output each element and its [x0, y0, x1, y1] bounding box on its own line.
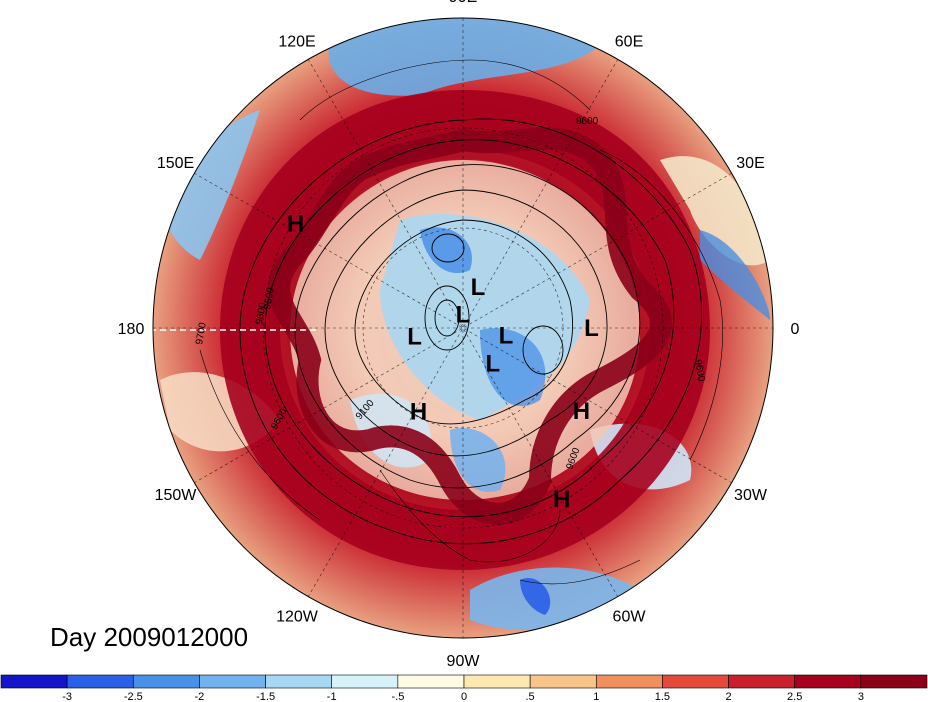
height-contours	[153, 118, 702, 545]
contour-label: 9600	[254, 301, 269, 325]
colorbar-tick-label: -2.5	[124, 691, 143, 702]
colorbar-swatch	[595, 674, 663, 689]
colorbar-tick-label: 3	[858, 691, 864, 702]
low-pressure-label: L	[471, 274, 486, 301]
colorbar-tick-label: 1	[593, 691, 599, 702]
colorbar-swatch	[662, 674, 729, 689]
colorbar: -3 -2.5 -2 -1.5 -1 -.5 0 .5 1 1.5 2 2.5 3	[0, 674, 928, 702]
contour-label: 9700	[194, 321, 209, 345]
colorbar-swatch	[132, 674, 200, 689]
longitude-label: 60E	[615, 34, 643, 51]
contour-label: 9600	[262, 286, 277, 310]
colorbar-swatch	[860, 674, 928, 689]
high-pressure-label: H	[553, 486, 570, 513]
map-disk	[153, 18, 773, 638]
colorbar-swatch	[728, 674, 796, 689]
colorbar-swatch	[0, 674, 68, 689]
colorbar-swatch	[331, 674, 399, 689]
colorbar-tick-label: -1	[327, 691, 337, 702]
colorbar-swatch	[66, 674, 134, 689]
contour-label: 9600	[576, 116, 599, 127]
longitude-labels: 90E 60E 30E 0 30W 60W 90W 120W 150W 180 150E 120E	[118, 0, 800, 670]
colorbar-tick-label: -3	[62, 691, 72, 702]
contour-label: 9600	[692, 359, 707, 383]
longitude-label: 90W	[447, 653, 481, 670]
colorbar-swatch	[529, 674, 597, 689]
low-pressure-label: L	[485, 351, 500, 378]
colorbar-swatch	[265, 674, 333, 689]
low-pressure-label: L	[456, 302, 471, 329]
graticule	[153, 18, 773, 638]
colorbar-tick-label: 1.5	[655, 691, 670, 702]
longitude-label: 150W	[155, 487, 198, 504]
date-label: Day 2009012000	[50, 622, 248, 652]
high-pressure-label: H	[573, 398, 590, 425]
colorbar-swatch	[199, 674, 266, 689]
longitude-label: 150E	[157, 155, 194, 172]
colorbar-tick-label: .5	[526, 691, 535, 702]
high-pressure-label: H	[287, 210, 304, 237]
longitude-label: 180	[118, 321, 145, 338]
colorbar-tick-label: 2	[726, 691, 732, 702]
colorbar-tick-label: -1.5	[256, 691, 275, 702]
longitude-label: 120E	[278, 34, 315, 51]
low-pressure-label: L	[584, 315, 599, 342]
colorbar-tick-label: -2	[195, 691, 205, 702]
map-border	[152, 17, 774, 639]
longitude-label: 120W	[276, 609, 319, 626]
colorbar-swatch	[463, 674, 531, 689]
low-pressure-label: L	[499, 323, 514, 350]
longitude-label: 0	[791, 321, 800, 338]
colorbar-tick-label: -.5	[391, 691, 404, 702]
longitude-label: 60W	[613, 609, 647, 626]
low-pressure-label: L	[407, 324, 422, 351]
high-pressure-label: H	[410, 399, 427, 426]
colorbar-swatch	[794, 674, 862, 689]
longitude-label: 30W	[734, 487, 768, 504]
colorbar-swatch	[397, 674, 465, 689]
colorbar-tick-label: 0	[461, 691, 467, 702]
colorbar-tick-label: 2.5	[787, 691, 802, 702]
longitude-label: 30E	[736, 155, 764, 172]
longitude-label: 90E	[449, 0, 477, 6]
coastlines	[199, 59, 723, 585]
